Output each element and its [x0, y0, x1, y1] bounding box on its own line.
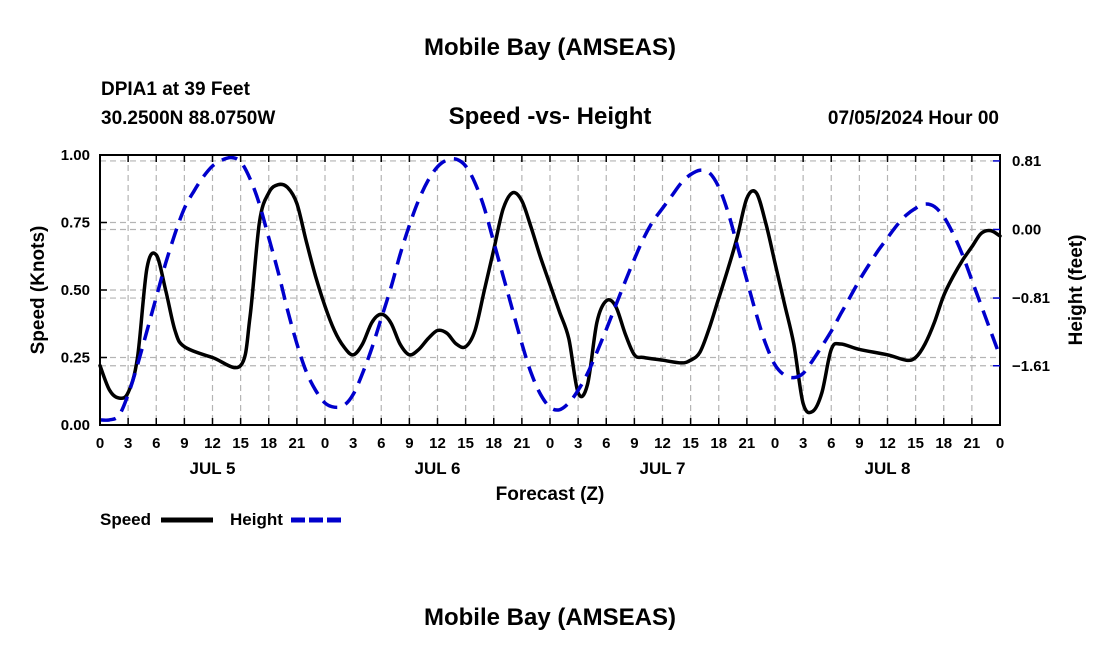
- axes: 0 3 6 9 12 15 18 21 0 3 6 9 12 15 18 21 0 3 6 9 12 15 18 21 0 3 6 9…: [61, 147, 1050, 478]
- y-tick-label: 0.00: [61, 417, 90, 434]
- x-tick-label: 12: [429, 435, 446, 452]
- day-label: JUL 5: [190, 459, 236, 478]
- series-lines: [98, 155, 1002, 422]
- y-tick-label: 0.75: [61, 215, 90, 232]
- y2-tick-label: −1.61: [1012, 358, 1050, 375]
- x-tick-label: 21: [289, 435, 306, 452]
- x-tick-label: 12: [654, 435, 671, 452]
- x-tick-label: 15: [682, 435, 699, 452]
- y-tick-label: 1.00: [61, 147, 90, 164]
- x-tick-label: 18: [710, 435, 727, 452]
- x-tick-label: 6: [827, 435, 835, 452]
- plot-title: Speed -vs- Height: [449, 103, 652, 130]
- legend: Speed Height: [100, 510, 343, 529]
- x-tick-label: 18: [485, 435, 502, 452]
- x-tick-label: 6: [377, 435, 385, 452]
- y-tick-label: 0.50: [61, 282, 90, 299]
- legend-height-label: Height: [230, 510, 283, 529]
- x-tick-label: 9: [180, 435, 188, 452]
- x-tick-label: 0: [96, 435, 104, 452]
- legend-speed-label: Speed: [100, 510, 151, 529]
- x-tick-label: 6: [602, 435, 610, 452]
- page-title: Mobile Bay (AMSEAS): [424, 34, 676, 61]
- grid-lines: [100, 155, 1000, 425]
- x-tick-label: 12: [204, 435, 221, 452]
- footer-title: Mobile Bay (AMSEAS): [424, 604, 676, 631]
- x-tick-label: 6: [152, 435, 160, 452]
- x-tick-label: 3: [799, 435, 807, 452]
- x-tick-label: 21: [739, 435, 756, 452]
- series-line-height: [99, 155, 1002, 422]
- x-tick-label: 3: [349, 435, 357, 452]
- coordinates-label: 30.2500N 88.0750W: [101, 108, 275, 129]
- y-axis-label: Speed (Knots): [28, 226, 49, 355]
- x-tick-label: 21: [964, 435, 981, 452]
- x-tick-label: 15: [907, 435, 924, 452]
- x-tick-label: 15: [232, 435, 249, 452]
- x-axis-label: Forecast (Z): [496, 484, 605, 505]
- x-tick-label: 9: [630, 435, 638, 452]
- series-line-speed: [98, 182, 1002, 415]
- x-tick-label: 9: [405, 435, 413, 452]
- day-label: JUL 8: [865, 459, 911, 478]
- y2-axis-label: Height (feet): [1066, 235, 1087, 346]
- y2-tick-label: −0.81: [1012, 290, 1050, 307]
- x-tick-label: 0: [771, 435, 779, 452]
- y-tick-label: 0.25: [61, 350, 90, 367]
- x-tick-label: 3: [124, 435, 132, 452]
- x-tick-label: 15: [457, 435, 474, 452]
- x-tick-label: 0: [996, 435, 1004, 452]
- day-label: JUL 6: [415, 459, 461, 478]
- x-tick-label: 21: [514, 435, 531, 452]
- x-tick-label: 12: [879, 435, 896, 452]
- x-tick-label: 18: [260, 435, 277, 452]
- station-label: DPIA1 at 39 Feet: [101, 79, 251, 100]
- x-tick-label: 0: [546, 435, 554, 452]
- x-tick-label: 18: [935, 435, 952, 452]
- run-time-label: 07/05/2024 Hour 00: [828, 108, 999, 129]
- x-tick-label: 0: [321, 435, 329, 452]
- x-tick-label: 3: [574, 435, 582, 452]
- day-label: JUL 7: [640, 459, 686, 478]
- x-tick-label: 9: [855, 435, 863, 452]
- y2-tick-label: 0.00: [1012, 221, 1041, 238]
- y2-tick-label: 0.81: [1012, 153, 1041, 170]
